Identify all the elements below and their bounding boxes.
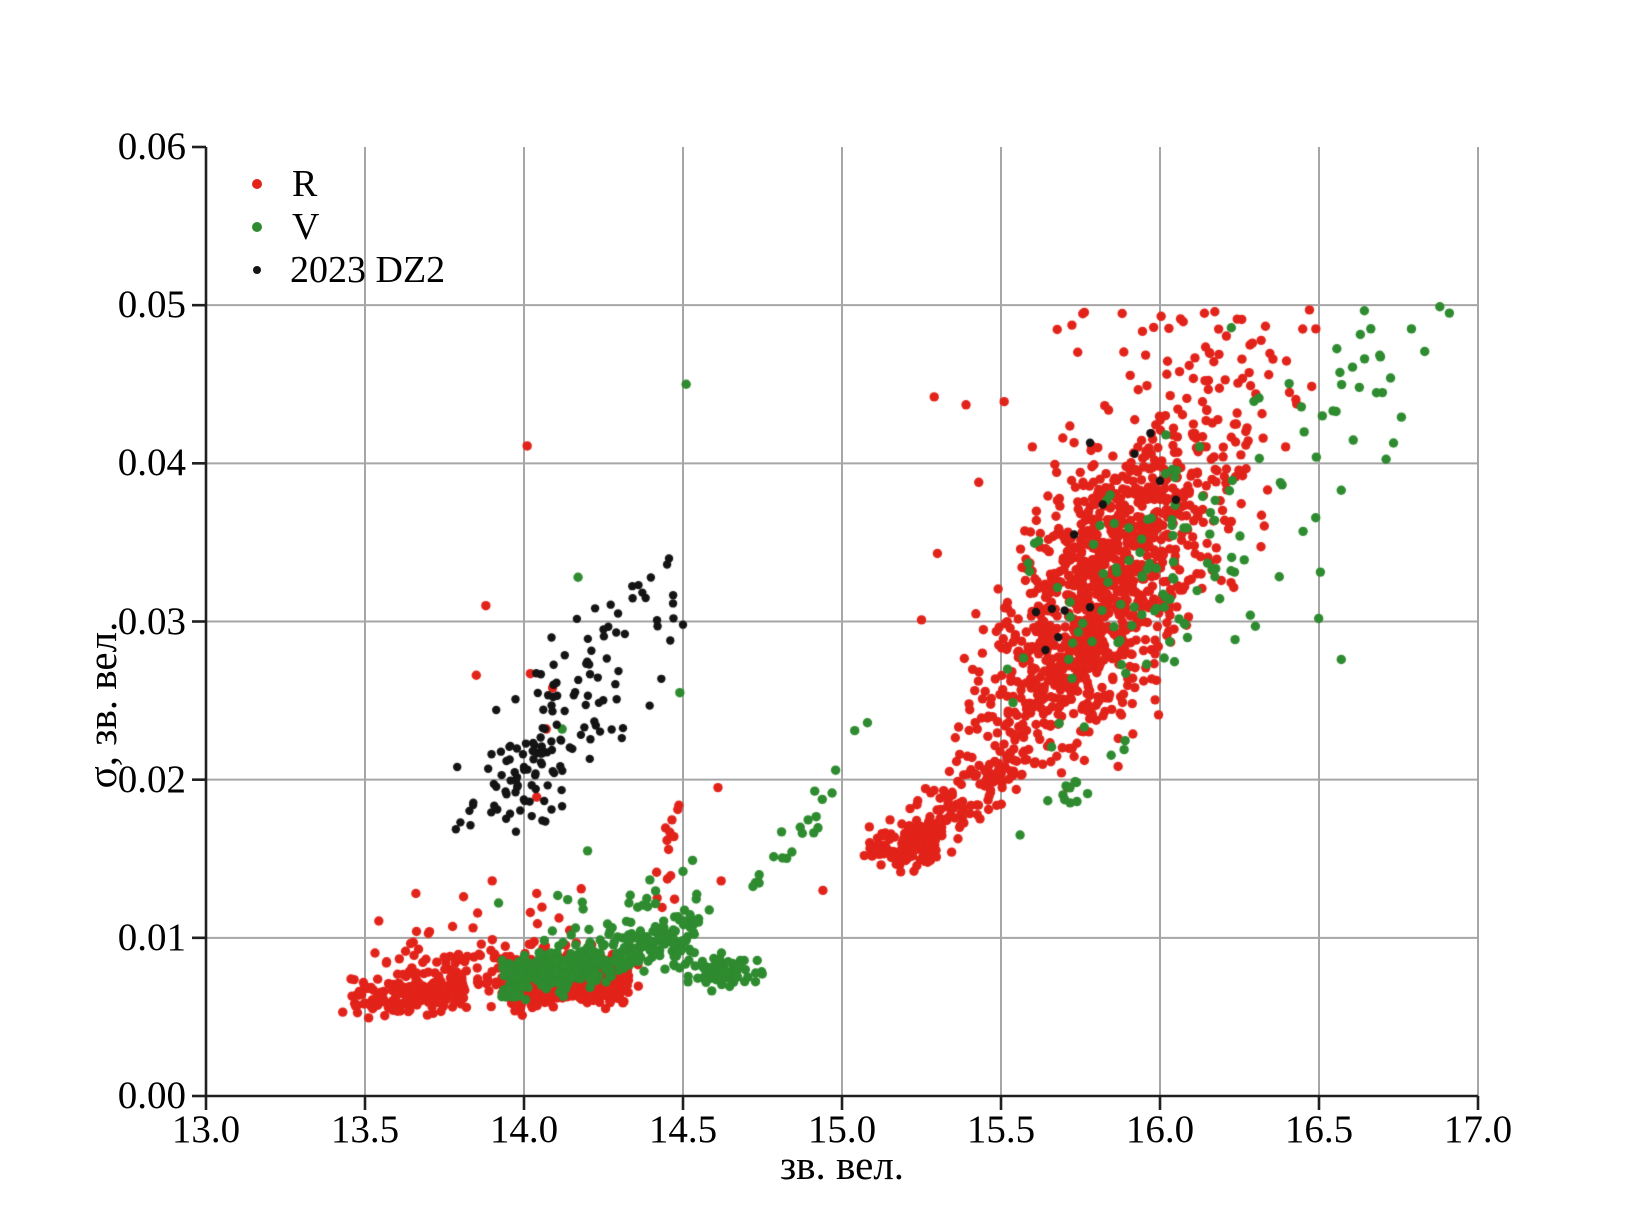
legend-label-2023dz2: 2023 DZ2 bbox=[290, 248, 446, 291]
x-tick-label: 15.0 bbox=[807, 1108, 877, 1151]
green-dot-icon bbox=[252, 221, 262, 232]
x-tick-label: 16.5 bbox=[1284, 1108, 1354, 1151]
x-tick-label: 13.5 bbox=[330, 1108, 400, 1151]
x-tick-label: 14.5 bbox=[648, 1108, 718, 1151]
x-tick-label: 15.5 bbox=[966, 1108, 1036, 1151]
x-tick-label: 14.0 bbox=[489, 1108, 559, 1151]
legend-label-v: V bbox=[292, 205, 320, 248]
y-tick-label: 0.05 bbox=[117, 283, 186, 327]
x-tick-label: 16.0 bbox=[1125, 1108, 1195, 1151]
y-tick-label: 0.03 bbox=[117, 599, 186, 643]
legend: R V 2023 DZ2 bbox=[240, 162, 445, 291]
black-dot-icon bbox=[253, 265, 261, 274]
y-tick-label: 0.00 bbox=[117, 1074, 186, 1117]
y-tick-label: 0.04 bbox=[117, 441, 186, 485]
x-axis-title: зв. вел. bbox=[779, 1142, 905, 1188]
legend-item-2023dz2: 2023 DZ2 bbox=[240, 248, 445, 291]
legend-item-r: R bbox=[240, 162, 445, 205]
red-dot-icon bbox=[252, 178, 262, 189]
x-tick-label: 13.0 bbox=[171, 1108, 241, 1151]
legend-label-r: R bbox=[292, 162, 318, 205]
y-tick-label: 0.02 bbox=[117, 757, 186, 801]
y-tick-label: 0.01 bbox=[117, 915, 186, 959]
y-tick-label: 0.06 bbox=[117, 125, 186, 168]
x-tick-label: 17.0 bbox=[1443, 1108, 1513, 1151]
legend-item-v: V bbox=[240, 205, 445, 248]
y-axis-title: σ, зв. вел. bbox=[79, 621, 125, 789]
